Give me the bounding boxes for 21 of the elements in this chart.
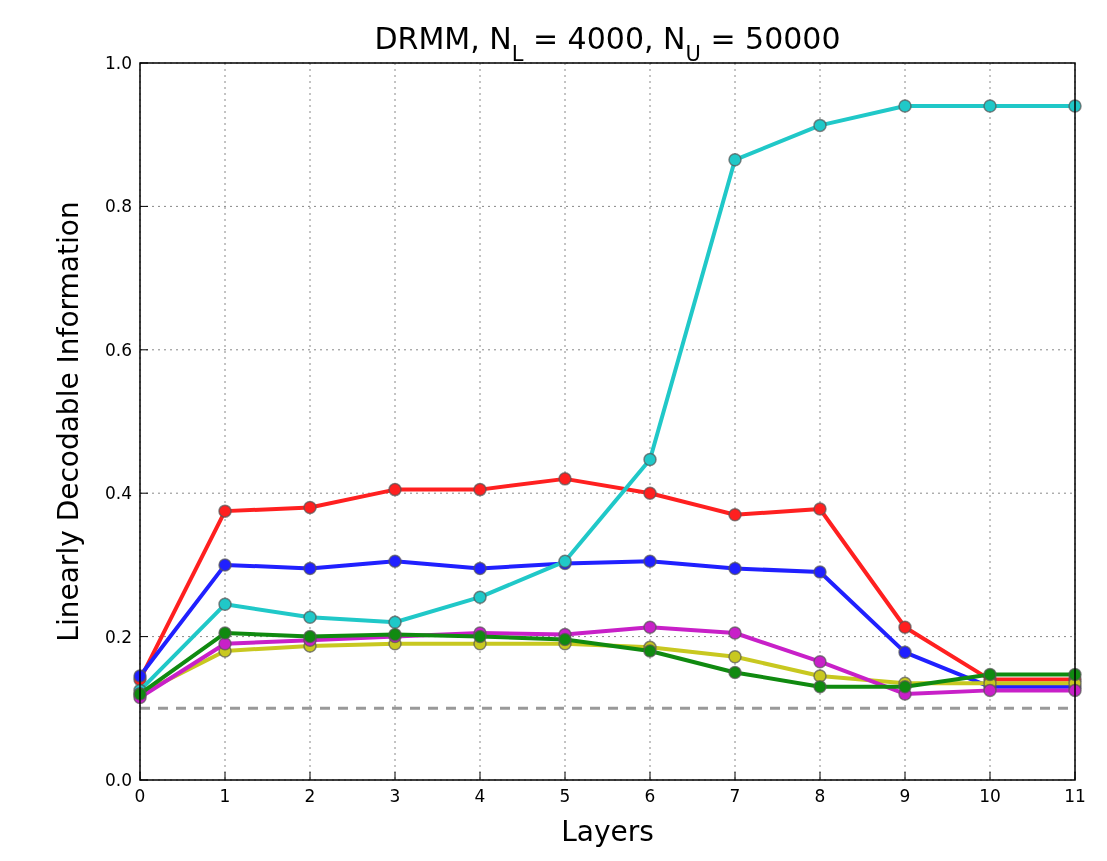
- x-tick-label: 3: [389, 786, 401, 806]
- x-tick-label: 6: [644, 786, 656, 806]
- x-tick-label: 5: [559, 786, 571, 806]
- y-tick-label: 0.4: [104, 483, 132, 504]
- x-axis-title: Layers: [561, 815, 654, 848]
- y-axis-title: Linearly Decodable Information: [52, 201, 85, 642]
- x-tick-label: 4: [474, 786, 486, 806]
- chart-title: DRMM, N$_{L}$ = 4000, N$_{U}$ = 50000: [374, 21, 841, 66]
- y-tick-label: 0.8: [104, 196, 132, 217]
- y-tick-label: 0.2: [104, 626, 132, 647]
- x-tick-label: 10: [979, 786, 1001, 806]
- x-tick-label: 1: [219, 786, 231, 806]
- x-tick-label: 11: [1064, 786, 1086, 806]
- x-tick-label: 2: [304, 786, 316, 806]
- x-tick-label: 0: [134, 786, 146, 806]
- x-tick-label: 9: [899, 786, 911, 806]
- y-tick-label: 0.0: [104, 770, 132, 790]
- x-tick-label: 7: [729, 786, 741, 806]
- y-tick-label: 1.0: [104, 53, 132, 73]
- x-tick-label: 8: [814, 786, 826, 806]
- y-tick-label: 0.6: [104, 339, 132, 360]
